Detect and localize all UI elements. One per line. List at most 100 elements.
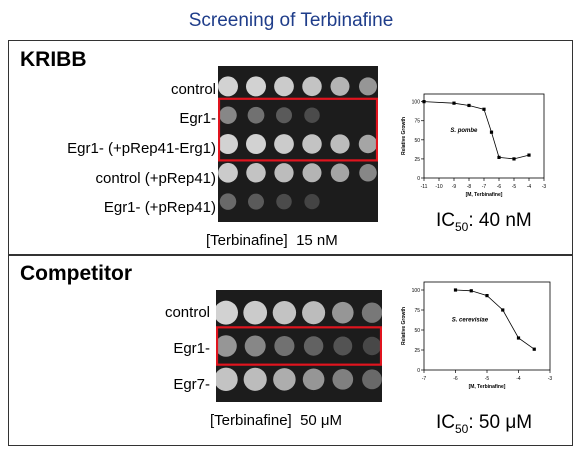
yeast-spot (218, 76, 238, 97)
data-point (482, 107, 486, 111)
yeast-spot (218, 134, 238, 154)
ic-value: : 50 μM (468, 412, 533, 433)
yeast-spot (219, 193, 237, 210)
competitor-concentration: [Terbinafine] 50 μM (210, 412, 342, 429)
yeast-spot (274, 76, 294, 97)
concentration-label: [Terbinafine] (206, 232, 288, 249)
yeast-spot (302, 163, 322, 183)
fit-curve (455, 289, 535, 350)
x-axis-label: [M, Terbinafine] (469, 384, 506, 390)
x-tick-label: -9 (452, 184, 457, 190)
yeast-spot (330, 76, 350, 96)
yeast-spot (304, 193, 320, 210)
data-point (516, 336, 521, 340)
kribb-row-label: Egr1- (+pRep41-Erg1) (67, 140, 216, 157)
kribb-row-label: control (+pRep41) (95, 170, 216, 187)
yeast-spot (332, 368, 354, 390)
fit-curve (423, 101, 530, 160)
plate-background (216, 290, 382, 402)
kribb-row-label: Egr1- (+pRep41) (103, 199, 216, 216)
competitor-row-label: Egr7- (173, 376, 210, 393)
yeast-spot (358, 134, 378, 154)
yeast-spot (276, 107, 292, 124)
competitor-row-label: control (164, 304, 210, 321)
data-point (422, 100, 426, 104)
yeast-spot (272, 300, 297, 325)
yeast-spot (302, 134, 322, 154)
ic-label: IC (436, 210, 455, 231)
x-tick-label: -8 (467, 184, 472, 190)
data-point (501, 308, 505, 312)
competitor-spot-plate (216, 290, 382, 402)
kribb-row-label: Egr1- (179, 110, 216, 127)
data-point (453, 288, 458, 292)
yeast-spot (248, 193, 264, 210)
ic-subscript: 50 (455, 219, 469, 234)
y-axis-label: Relative Growth (401, 117, 407, 155)
x-tick-label: -7 (422, 376, 427, 382)
yeast-spot (302, 368, 325, 391)
competitor-heading: Competitor (20, 262, 132, 285)
y-tick-label: 0 (417, 176, 420, 182)
data-point (497, 155, 501, 159)
yeast-spot (362, 336, 382, 356)
y-tick-label: 0 (417, 368, 420, 374)
yeast-spot (246, 134, 266, 154)
competitor-ic50: IC50: 50 μM (436, 412, 532, 436)
data-point (467, 103, 471, 108)
data-point (532, 347, 536, 351)
kribb-spot-plate (218, 66, 378, 222)
kribb-concentration: [Terbinafine] 15 nM (206, 232, 338, 249)
yeast-spot (302, 301, 326, 325)
competitor-row-label: Egr1- (173, 340, 210, 357)
highlight-box (216, 326, 382, 366)
plate-background (218, 66, 378, 222)
yeast-spot (243, 300, 268, 325)
data-point (485, 294, 489, 298)
species-label: S. pombe (450, 128, 478, 134)
figure-title: Screening of Terbinafine (188, 10, 394, 31)
x-tick-label: -10 (435, 184, 442, 190)
x-tick-label: -7 (482, 184, 487, 190)
data-point (512, 157, 516, 161)
x-tick-label: -3 (542, 184, 547, 190)
data-point (452, 101, 456, 105)
y-axis-label: Relative Growth (401, 307, 407, 345)
data-point (527, 153, 531, 157)
yeast-spot (330, 134, 350, 154)
yeast-spot (330, 163, 350, 183)
yeast-spot (303, 336, 324, 356)
highlight-box (218, 97, 378, 162)
yeast-spot (362, 369, 382, 390)
x-tick-label: -5 (485, 376, 490, 382)
yeast-spot (359, 164, 377, 182)
yeast-spot (273, 368, 296, 391)
concentration-value: 15 nM (296, 232, 338, 249)
yeast-spot (302, 76, 322, 97)
ic-subscript: 50 (455, 421, 469, 436)
yeast-spot (216, 335, 237, 357)
yeast-spot (244, 335, 266, 357)
yeast-spot (274, 163, 294, 183)
kribb-ic50: IC50: 40 nM (436, 210, 532, 234)
ic-label: IC (436, 412, 455, 433)
x-tick-label: -3 (548, 376, 553, 382)
y-tick-label: 50 (414, 138, 420, 144)
yeast-spot (359, 77, 377, 96)
y-tick-label: 75 (414, 308, 420, 314)
figure-frame (8, 40, 573, 446)
species-label: S. cerevisiae (452, 318, 489, 324)
x-tick-label: -4 (516, 376, 521, 382)
yeast-spot (276, 193, 292, 210)
yeast-spot (361, 302, 382, 323)
yeast-spot (247, 106, 265, 124)
x-tick-label: -11 (421, 184, 428, 190)
y-tick-label: 25 (414, 348, 420, 354)
section-divider (8, 254, 573, 256)
x-tick-label: -6 (497, 184, 502, 190)
kribb-row-label: control (170, 81, 216, 98)
ic-value: : 40 nM (468, 210, 532, 231)
y-tick-label: 100 (412, 288, 421, 294)
y-tick-label: 75 (414, 119, 420, 125)
yeast-spot (333, 336, 353, 356)
